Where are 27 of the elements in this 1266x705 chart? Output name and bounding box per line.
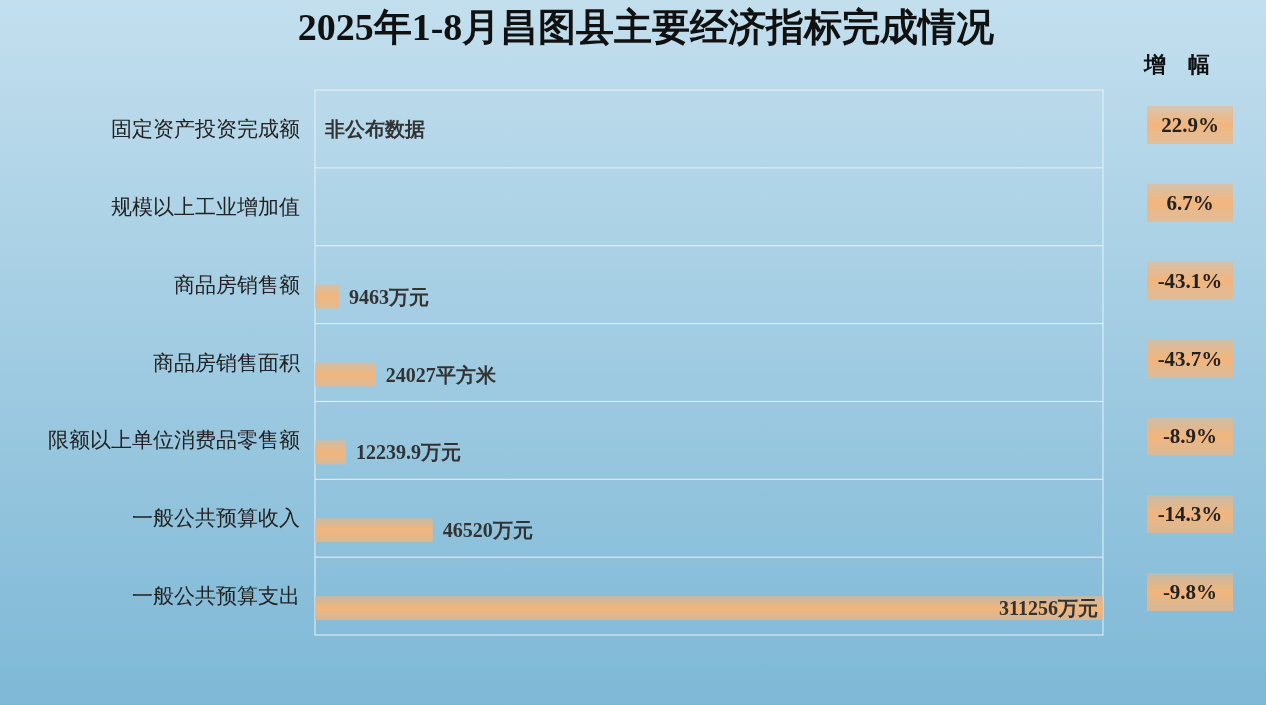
y-tick-label: 限额以上单位消费品零售额	[48, 428, 300, 453]
data-label: 311256万元	[999, 597, 1098, 620]
y-tick-label: 一般公共预算收入	[132, 506, 300, 531]
bar	[315, 596, 1103, 621]
data-label: 12239.9万元	[355, 441, 461, 464]
data-label: 24027平方米	[385, 363, 497, 386]
y-tick-label: 一般公共预算支出	[132, 584, 300, 609]
text: 非公布数据	[325, 117, 425, 140]
data-label: -8.9%	[1162, 424, 1218, 449]
data-label: 46520万元	[442, 519, 533, 542]
y-tick-label: 固定资产投资完成额	[111, 116, 300, 141]
y-tick-label: 商品房销售面积	[153, 350, 300, 375]
bar	[315, 440, 346, 465]
bar	[315, 362, 376, 387]
bar	[315, 518, 433, 543]
data-label: -9.8%	[1162, 580, 1218, 605]
data-label: -43.7%	[1157, 346, 1223, 371]
data-label: 22.9%	[1161, 112, 1219, 137]
y-tick-label: 规模以上工业增加值	[111, 194, 300, 219]
data-label: -43.1%	[1157, 268, 1223, 293]
bar	[315, 284, 339, 309]
text: 增幅	[1143, 52, 1232, 77]
data-label: -14.3%	[1157, 502, 1223, 527]
data-label: 6.7%	[1166, 190, 1214, 215]
y-tick-label: 商品房销售额	[174, 272, 300, 297]
data-label: 9463万元	[348, 285, 429, 308]
chart-title: 2025年1-8月昌图县主要经济指标完成情况	[297, 6, 995, 48]
